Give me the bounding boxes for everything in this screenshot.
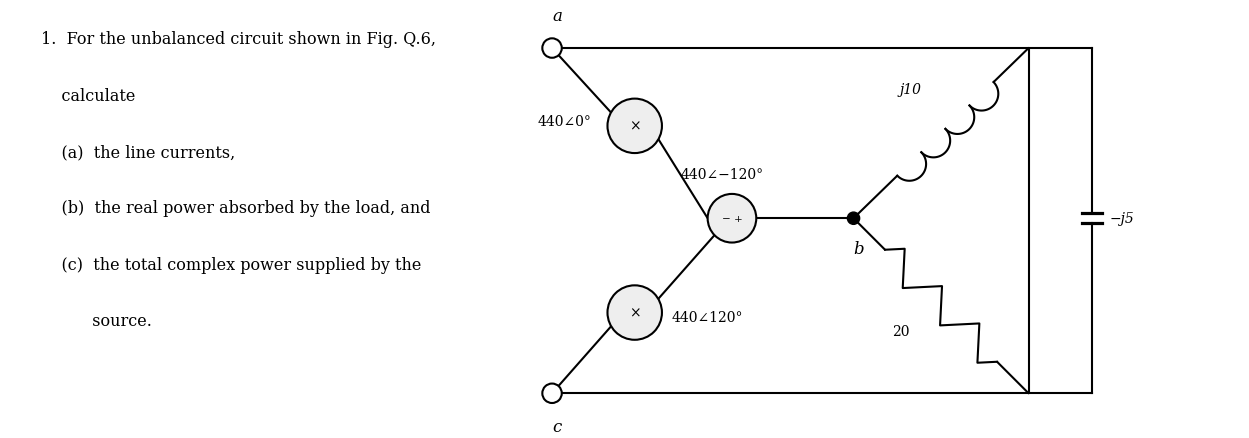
Text: (a)  the line currents,: (a) the line currents, <box>41 144 236 161</box>
Text: a: a <box>552 8 562 25</box>
Text: ×: × <box>629 120 641 134</box>
Text: − +: − + <box>722 214 742 223</box>
Text: −j5: −j5 <box>1109 212 1134 226</box>
Text: source.: source. <box>41 313 152 329</box>
Circle shape <box>847 212 859 225</box>
Text: 440∠120°: 440∠120° <box>672 311 743 325</box>
Circle shape <box>542 39 562 59</box>
Text: j10: j10 <box>899 82 922 96</box>
Text: (b)  the real power absorbed by the load, and: (b) the real power absorbed by the load,… <box>41 200 431 217</box>
Text: b: b <box>853 240 864 257</box>
Circle shape <box>607 286 662 340</box>
Text: 20: 20 <box>892 324 909 338</box>
Text: ×: × <box>629 306 641 320</box>
Circle shape <box>607 99 662 154</box>
Circle shape <box>708 194 757 243</box>
Text: 440∠0°: 440∠0° <box>537 115 591 129</box>
Text: 1.  For the unbalanced circuit shown in Fig. Q.6,: 1. For the unbalanced circuit shown in F… <box>41 31 436 48</box>
Text: calculate: calculate <box>41 88 136 104</box>
Circle shape <box>542 384 562 403</box>
Text: c: c <box>552 417 562 434</box>
Text: (c)  the total complex power supplied by the: (c) the total complex power supplied by … <box>41 256 422 273</box>
Text: 440∠−120°: 440∠−120° <box>681 168 764 182</box>
